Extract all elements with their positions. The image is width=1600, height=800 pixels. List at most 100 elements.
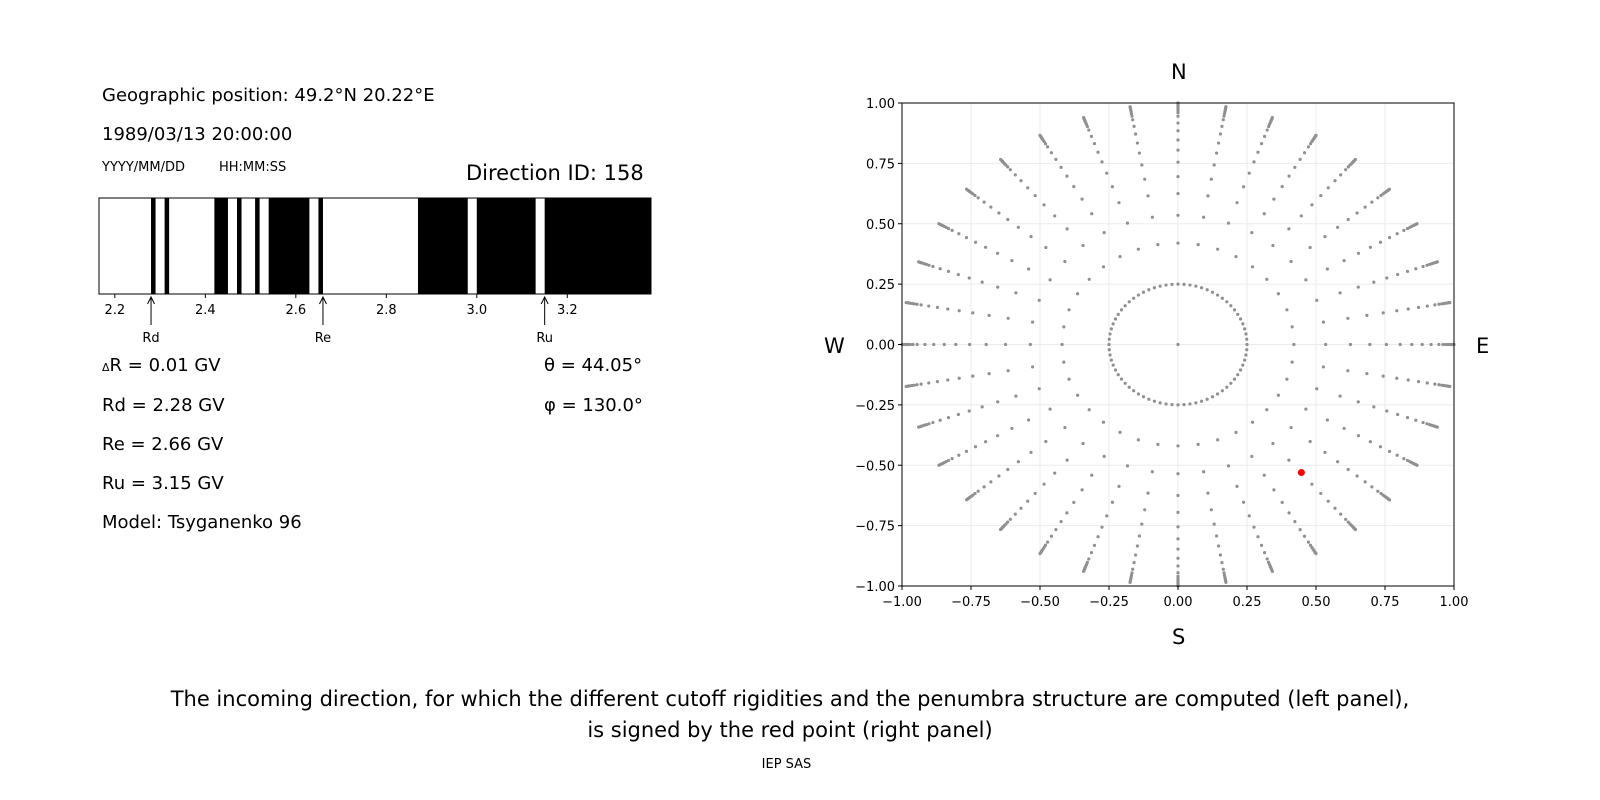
x-tick-label: 2.6 (285, 303, 306, 318)
grid-point (997, 474, 1001, 478)
grid-point (1176, 556, 1180, 560)
grid-point (1065, 227, 1069, 231)
grid-point (1013, 512, 1017, 516)
grid-point (1225, 300, 1229, 304)
grid-point (1044, 439, 1048, 444)
compass-west: W (824, 334, 845, 358)
grid-point (1096, 150, 1100, 154)
model-name: Model: Tsyganenko 96 (102, 512, 302, 533)
caption-line-2: is signed by the red point (right panel) (587, 718, 993, 742)
grid-point (1100, 160, 1104, 164)
grid-point (1319, 491, 1323, 496)
grid-point (1136, 247, 1140, 251)
grid-point (1006, 316, 1010, 320)
grid-point (987, 372, 991, 376)
grid-point (1101, 420, 1106, 424)
y-tick-label: 0.50 (866, 218, 895, 233)
grid-point (983, 440, 988, 444)
x-tick-label: −0.50 (1020, 595, 1060, 610)
grid-point (1395, 376, 1399, 380)
grid-point (1370, 200, 1374, 204)
grid-point (1037, 387, 1041, 391)
grid-point (1355, 474, 1359, 478)
grid-point (1176, 114, 1180, 118)
grid-point (1326, 499, 1330, 503)
grid-point (931, 264, 935, 269)
grid-point (927, 422, 931, 426)
forbidden-band (318, 198, 323, 294)
grid-point (1029, 450, 1033, 454)
grid-point (1030, 320, 1035, 324)
grid-point (1176, 148, 1180, 152)
grid-point (1117, 484, 1121, 488)
grid-point (1082, 115, 1086, 120)
grid-point (1342, 258, 1346, 263)
grid-point (1402, 228, 1406, 232)
grid-point (1119, 308, 1124, 312)
grid-point (1044, 245, 1048, 250)
grid-point (967, 409, 971, 413)
grid-point (1156, 442, 1160, 446)
grid-point (932, 342, 936, 347)
grid-point (1102, 454, 1106, 458)
grid-point (1421, 264, 1425, 269)
grid-point (1027, 418, 1031, 422)
grid-point (1265, 277, 1269, 281)
grid-point (1210, 395, 1215, 399)
grid-point (1348, 342, 1353, 347)
grid-point (1338, 291, 1342, 295)
x-tick-label: 0.25 (1233, 595, 1262, 610)
grid-point (1143, 177, 1147, 181)
grid-point (1339, 512, 1343, 516)
grid-point (950, 457, 954, 461)
grid-point (998, 157, 1003, 162)
grid-point (1218, 553, 1223, 557)
grid-point (1065, 174, 1069, 178)
grid-point (1368, 440, 1373, 444)
y-tick-label: 0.75 (866, 157, 895, 172)
grid-point (1420, 342, 1424, 347)
grid-point (1216, 438, 1220, 442)
grid-point (1010, 426, 1014, 431)
grid-point (1206, 491, 1210, 495)
grid-point (1235, 201, 1239, 205)
grid-point (1176, 444, 1180, 448)
grid-point (1118, 255, 1122, 259)
grid-point (1444, 342, 1448, 347)
grid-point (1107, 348, 1111, 352)
grid-point (1143, 508, 1147, 512)
grid-point (1406, 378, 1410, 382)
grid-point (1245, 337, 1249, 341)
grid-point (1026, 499, 1030, 503)
grid-point (956, 272, 960, 277)
grid-point (1346, 467, 1350, 472)
grid-point (1433, 303, 1437, 307)
grid-point (1376, 196, 1380, 200)
grid-point (1127, 385, 1131, 389)
delta-symbol: Δ (102, 361, 110, 374)
grid-point (1063, 425, 1067, 430)
grid-point (1290, 325, 1294, 329)
grid-point (1146, 491, 1150, 495)
grid-point (1437, 302, 1441, 306)
grid-point (1280, 184, 1284, 189)
grid-point (1346, 316, 1350, 320)
grid-point (1402, 457, 1406, 461)
delta-r-value: R = 0.01 GV (109, 355, 221, 376)
grid-point (1368, 342, 1372, 347)
compass-south: S (1172, 625, 1186, 649)
grid-point (1333, 179, 1337, 183)
grid-point (982, 485, 986, 489)
grid-point (1385, 409, 1389, 413)
grid-point (967, 276, 971, 280)
grid-point (1016, 225, 1020, 229)
grid-point (1325, 418, 1329, 422)
grid-point (1176, 129, 1180, 133)
grid-point (1110, 185, 1114, 189)
grid-point (1062, 360, 1066, 364)
grid-point (1396, 272, 1400, 277)
grid-point (1262, 473, 1266, 477)
grid-point (1030, 365, 1035, 369)
grid-point (1133, 132, 1138, 136)
